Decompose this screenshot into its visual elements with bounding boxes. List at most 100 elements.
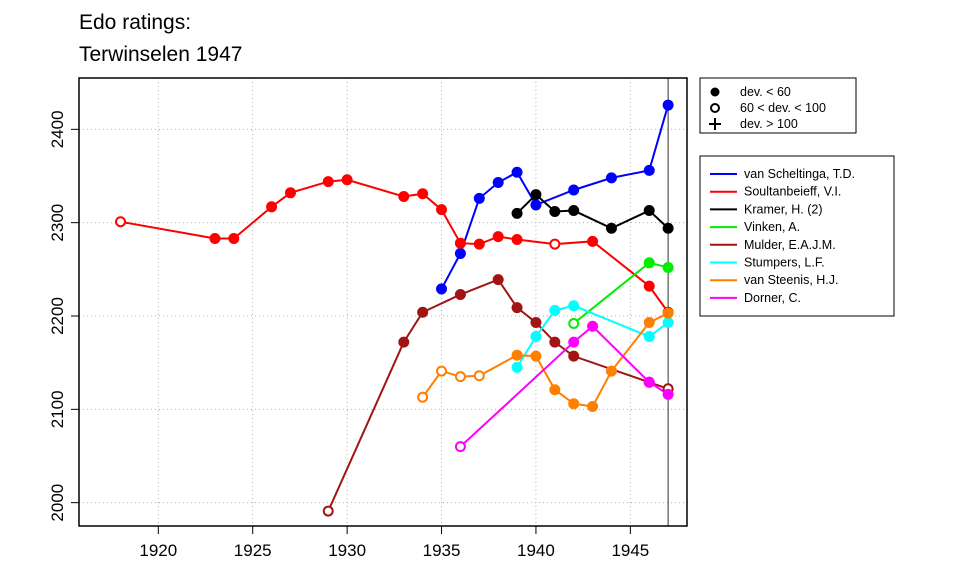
deviation-legend-label: dev. > 100 [740,117,798,131]
data-point [587,320,599,332]
data-point [436,283,448,295]
data-point [228,233,240,245]
data-point-open [549,238,561,250]
deviation-legend: dev. < 60 60 < dev. < 100 dev. > 100 [699,77,857,134]
data-point [473,192,485,204]
legend-label: van Scheltinga, T.D. [744,167,855,181]
chart-title: Edo ratings: [79,11,191,34]
x-tick-label: 1940 [517,541,555,560]
data-point [662,261,674,273]
series-legend-box [699,155,895,317]
data-point [492,177,504,189]
data-point [511,233,523,245]
data-point-open [115,216,127,228]
data-point-open [454,371,466,383]
x-tick-label: 1930 [328,541,366,560]
y-tick-label: 2000 [48,484,67,522]
grid-lines [79,78,687,526]
y-tick-label: 2300 [48,204,67,242]
data-point [530,331,542,343]
data-point [643,164,655,176]
open-circle-icon [710,103,720,113]
legend-label: Dorner, C. [744,291,801,305]
data-point [643,331,655,343]
data-point [549,384,561,396]
data-point [662,99,674,111]
data-point [549,336,561,348]
data-point [341,174,353,186]
legend-label: Soultanbeieff, V.I. [744,185,841,199]
data-point [587,401,599,413]
series-line [459,324,669,448]
data-point [568,350,580,362]
data-point [662,317,674,329]
y-tick-label: 2100 [48,390,67,428]
legend-label: Kramer, H. (2) [744,202,823,216]
data-point [549,205,561,217]
data-point [662,222,674,234]
data-point [266,201,278,213]
data-point [530,350,542,362]
x-tick-label: 1935 [423,541,461,560]
series-line [120,178,669,313]
filled-circle-icon [710,87,720,97]
data-point [568,398,580,410]
y-tick-label: 2200 [48,297,67,335]
y-tick-label: 2400 [48,110,67,148]
data-point [417,188,429,200]
data-point [605,172,617,184]
data-point-open [417,391,429,403]
deviation-legend-label: 60 < dev. < 100 [740,101,826,115]
data-point [322,176,334,188]
data-point [568,184,580,196]
data-point [473,238,485,250]
plus-icon [709,118,721,130]
deviation-legend-box [699,77,857,134]
data-point [643,317,655,329]
legend-label: van Steenis, H.J. [744,273,839,287]
data-point [605,222,617,234]
data-point-open [473,370,485,382]
series-points [115,99,674,517]
data-point [284,187,296,199]
data-point [511,361,523,373]
x-tick-label: 1925 [234,541,272,560]
chart-subtitle: Terwinselen 1947 [79,43,242,66]
data-point [643,376,655,388]
axes: 1920 1925 1930 1935 1940 1945 2000 2100 2200 2300… [48,77,688,560]
data-point [417,306,429,318]
data-point [568,336,580,348]
data-point [530,317,542,329]
data-point [530,199,542,211]
data-point [587,235,599,247]
data-point [454,237,466,249]
data-point-open [322,505,334,517]
data-point [511,166,523,178]
data-point [511,207,523,219]
series-legend: van Scheltinga, T.D. Soultanbeieff, V.I. K… [699,155,895,317]
data-point-open [436,365,448,377]
data-point [511,302,523,314]
data-point [492,274,504,286]
data-point [605,365,617,377]
data-point [643,257,655,269]
x-tick-label: 1920 [139,541,177,560]
data-point [530,189,542,201]
data-point [398,191,410,203]
plot-frame [78,77,688,527]
data-point [643,280,655,292]
data-point [549,304,561,316]
data-point [454,289,466,301]
legend-label: Vinken, A. [744,220,800,234]
legend-label: Mulder, E.A.J.M. [744,238,836,252]
series-line [421,312,669,408]
data-point-open [454,441,466,453]
data-point-open [568,317,580,329]
series-lines [120,104,670,512]
data-point [209,233,221,245]
legend-label: Stumpers, L.F. [744,256,825,270]
deviation-legend-label: dev. < 60 [740,85,791,99]
data-point [511,349,523,361]
data-point [643,205,655,217]
